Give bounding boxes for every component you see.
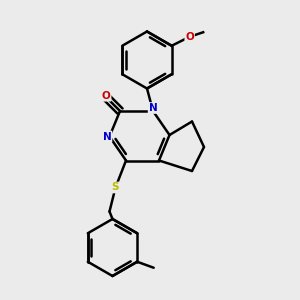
Text: N: N bbox=[148, 103, 158, 113]
Text: O: O bbox=[102, 91, 111, 101]
Text: N: N bbox=[103, 131, 112, 142]
Text: O: O bbox=[185, 32, 194, 42]
Text: S: S bbox=[112, 182, 119, 193]
